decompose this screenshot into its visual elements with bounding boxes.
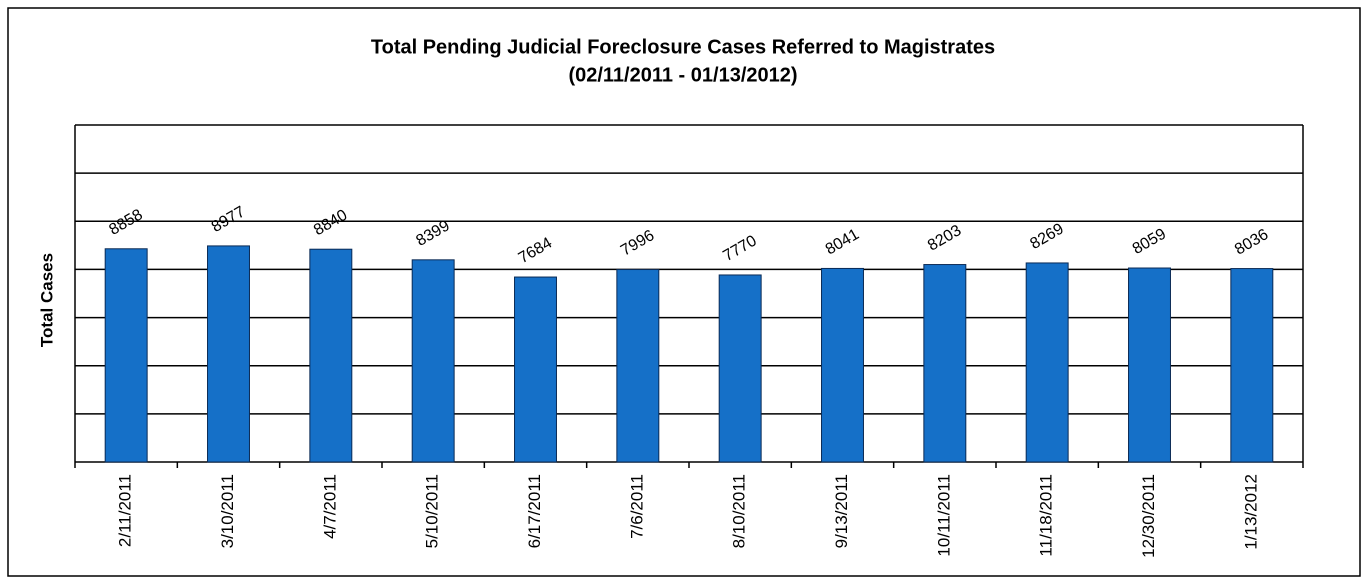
data-label: 8977: [209, 203, 248, 236]
data-label: 8858: [106, 206, 145, 239]
bar: [411, 259, 455, 463]
x-tick-label: 4/7/2011: [320, 474, 339, 539]
data-label: 8399: [413, 217, 452, 250]
chart-title: Total Pending Judicial Foreclosure Cases…: [371, 36, 995, 58]
data-label: 8041: [823, 226, 862, 259]
bar: [821, 267, 864, 463]
bar: [207, 245, 250, 463]
bar: [616, 269, 660, 463]
bar: [1230, 268, 1274, 463]
chart-frame: [7, 7, 1361, 577]
bar: [1128, 267, 1171, 463]
x-tick-label: 3/10/2011: [218, 474, 237, 548]
x-tick-label: 5/10/2011: [423, 474, 442, 548]
data-label: 8203: [925, 222, 964, 255]
bar: [718, 274, 762, 463]
bar: [104, 248, 148, 463]
bar: [309, 248, 353, 463]
y-axis-label: Total Cases: [37, 253, 56, 347]
bar: [923, 264, 967, 463]
x-tick-label: 6/17/2011: [525, 474, 544, 548]
x-tick-label: 1/13/2012: [1241, 474, 1260, 550]
data-label: 7684: [516, 234, 555, 267]
x-tick-label: 10/11/2011: [934, 474, 953, 557]
data-label: 7770: [720, 232, 759, 265]
data-label: 8059: [1130, 225, 1169, 258]
x-tick-label: 7/6/2011: [627, 474, 646, 539]
data-label: 8269: [1027, 220, 1066, 253]
data-label: 7996: [618, 227, 657, 260]
x-tick-label: 12/30/2011: [1139, 474, 1158, 558]
x-tick-label: 2/11/2011: [116, 474, 135, 547]
bar: [514, 276, 557, 463]
x-tick-label: 11/18/2011: [1037, 474, 1056, 557]
data-label: 8036: [1232, 226, 1271, 259]
bar: [1025, 262, 1069, 463]
data-label: 8840: [311, 207, 350, 240]
chart-subtitle: (02/11/2011 - 01/13/2012): [568, 64, 797, 86]
x-tick-label: 8/10/2011: [730, 474, 749, 548]
x-tick-label: 9/13/2011: [832, 474, 851, 548]
